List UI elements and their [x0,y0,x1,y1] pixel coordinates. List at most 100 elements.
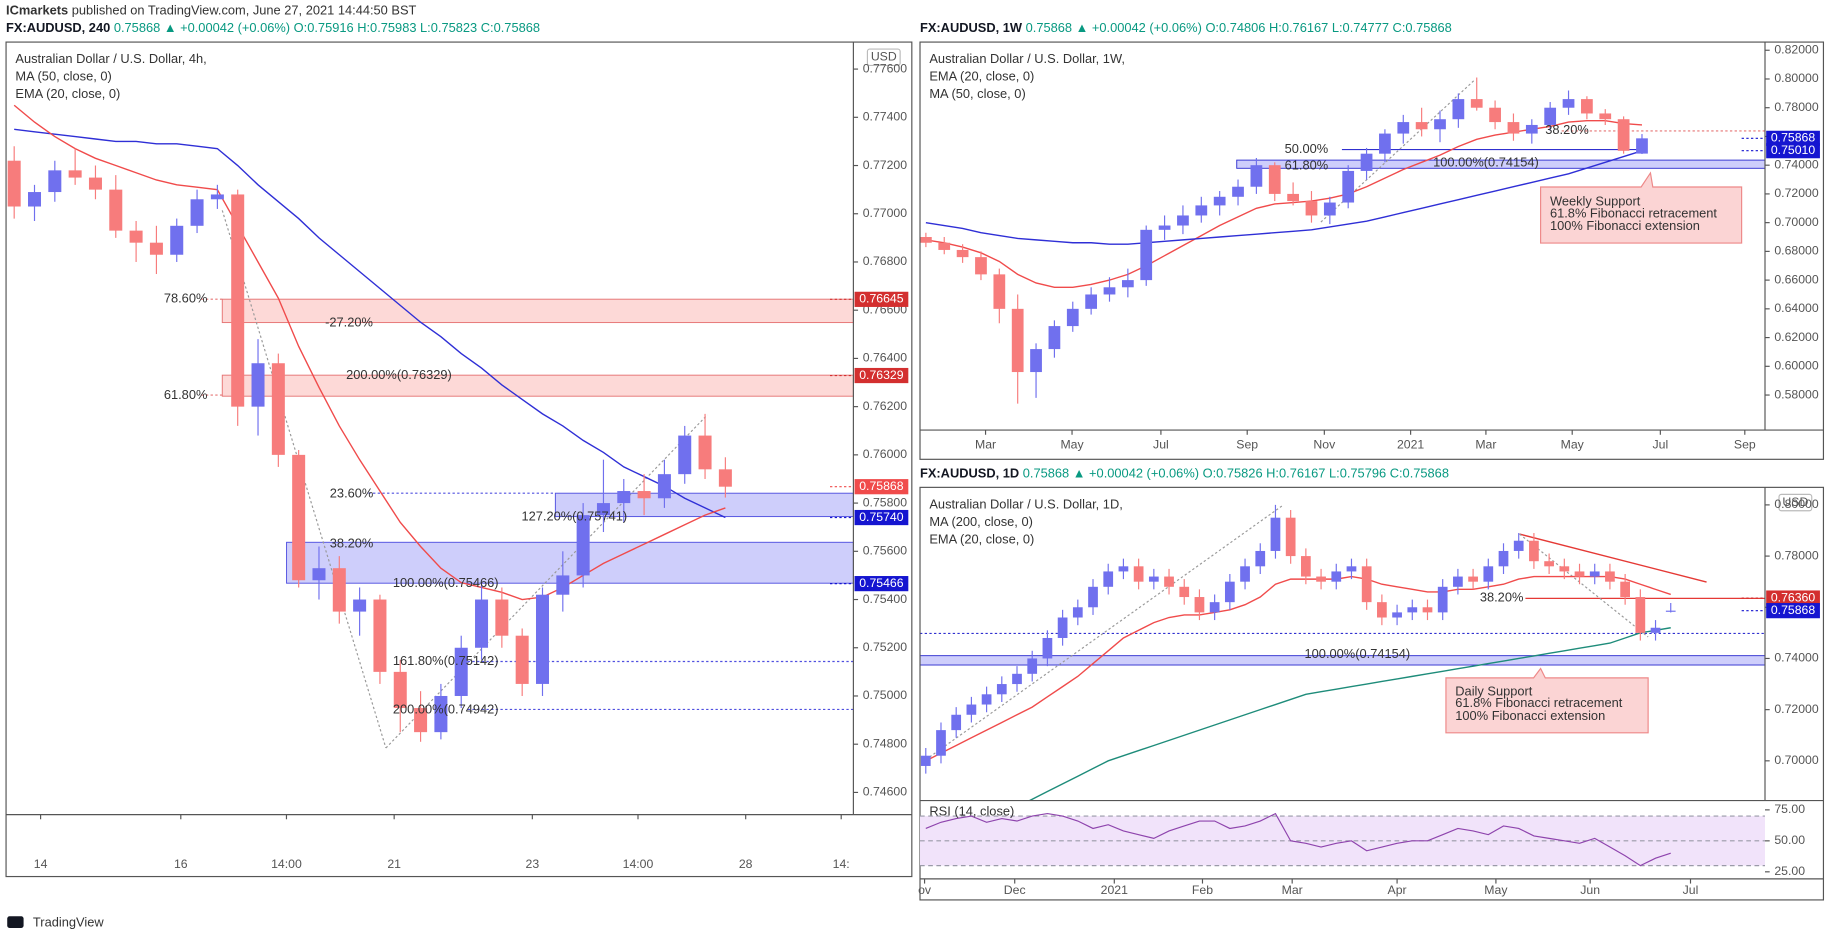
rsi-legend: RSI (14, close) [929,804,1014,819]
header-ohlc: O:0.75826 H:0.76167 L:0.75796 C:0.75868 [1203,466,1449,481]
price-tag [1766,603,1820,619]
candle-body [576,515,590,576]
price-tag [1766,130,1820,146]
legend-entry: MA (50, close, 0) [929,86,1025,101]
fib-label: 61.80% [1285,158,1329,173]
x-tick-label: May [1484,883,1508,897]
x-tick-label: Jun [1580,883,1600,897]
chart-header: FX:AUDUSD, 240 0.75868 ▲ +0.00042 (+0.06… [6,21,540,36]
candle-body [251,363,265,407]
candle-body [1422,607,1433,613]
candle-body [975,257,987,275]
candle-body [956,249,969,258]
candle-body [1483,566,1494,582]
candle-body [1250,165,1263,187]
header-symbol: FX:AUDUSD, 240 [6,21,110,36]
candle-body [1407,607,1418,613]
candle-body [1605,571,1615,582]
candle-body [1012,673,1022,685]
candle-body [993,274,1006,309]
candle-body [1415,122,1428,130]
panel-frame [5,41,913,878]
candle-body [1316,576,1326,582]
candle-body [936,730,946,756]
price-tag [1766,590,1820,606]
x-tick-label: Sep [1734,438,1756,452]
candle-body [495,599,509,636]
candle-body [332,568,346,612]
fib-label: 100.00%(0.74154) [1433,154,1539,169]
candle-body [1287,193,1299,202]
candle-body [1285,517,1296,557]
candle-body [1121,280,1134,288]
currency-box [1778,493,1813,512]
candle-body [7,160,21,207]
plot-area [920,77,1648,404]
legend-entry: EMA (20, close, 0) [929,531,1034,546]
y-tick-label: 0.74000 [1774,157,1819,171]
x-tick-label: Jul [1153,438,1169,452]
x-tick-label: 14:00 [623,857,654,871]
x-tick-label: May [1060,438,1084,452]
header-ohlc: O:0.74806 H:0.76167 L:0.74777 C:0.75868 [1205,21,1451,36]
indicator-line [925,575,1671,762]
y-tick-label: 0.80000 [1774,71,1819,85]
plot-area [7,104,732,742]
annotation-1d: Daily Support 61.8% Fibonacci retracemen… [1445,667,1649,734]
candle-body [1103,571,1114,587]
fib-label: 61.80% [164,387,208,402]
price-tag-label: 0.75868 [1771,131,1816,145]
x-tick-label: Nov [1313,438,1336,452]
candle-body [1224,581,1235,603]
price-tag [1766,143,1820,159]
candle-body [1011,308,1024,373]
candle-body [129,230,143,243]
candle-body [1148,576,1159,582]
currency: USD [1782,495,1808,509]
candle-body [920,755,931,766]
candle-body [920,237,932,243]
candle-body [678,435,692,475]
candle-body [1498,550,1509,567]
candle-body [1360,153,1373,171]
x-tick-label: Sep [1236,438,1258,452]
candle-body [1179,586,1190,598]
y-tick-label: 0.62000 [1774,330,1819,344]
candle-body [1453,576,1463,587]
candle-body [170,225,184,255]
candle-body [1213,196,1226,206]
candle-body [1103,287,1116,295]
candle-body [1599,113,1612,120]
header-change: 0.75868 ▲ +0.00042 (+0.06%) [114,21,290,36]
candle-body [1379,133,1391,154]
candle-body [1140,229,1153,281]
candle-body [1270,517,1281,551]
y-tick-label: 0.74000 [1774,651,1819,665]
candle-body [1581,99,1593,114]
candle-body [1559,566,1570,572]
x-tick-label: 28 [739,857,753,871]
page-header: ICmarkets published on TradingView.com, … [6,3,416,18]
panel-frame [919,486,1825,901]
candle-body [271,363,285,455]
footer-brand: TradingView [33,915,104,930]
candle-body [1057,617,1068,638]
candle-body [231,194,245,407]
annotation-line: 61.8% Fibonacci retracement [1455,695,1622,710]
candle-body [312,568,326,581]
header-change: 0.75868 ▲ +0.00042 (+0.06%) [1023,466,1199,481]
annotation-1w: Weekly Support 61.8% Fibonacci retraceme… [1540,171,1743,244]
candle-body [1323,202,1336,216]
candle-body [617,491,631,504]
candle-body [1525,124,1538,134]
annotation-line: 61.8% Fibonacci retracement [1550,205,1717,220]
annotation-line: Weekly Support [1550,194,1641,209]
rsi-line [925,812,1671,867]
candle-body [1030,349,1042,373]
candle-body [1331,571,1342,582]
fib-label: 200.00%(0.76329) [346,367,452,382]
price-tag [854,576,909,592]
candle-body [1300,556,1311,577]
price-tag-label: 0.75868 [1771,603,1816,617]
